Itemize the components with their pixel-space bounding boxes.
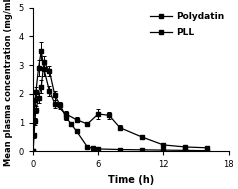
Legend: Polydatin, PLL: Polydatin, PLL <box>146 9 228 41</box>
Y-axis label: Mean plasma concentration (mg/mL): Mean plasma concentration (mg/mL) <box>4 0 13 166</box>
X-axis label: Time (h): Time (h) <box>108 175 154 185</box>
